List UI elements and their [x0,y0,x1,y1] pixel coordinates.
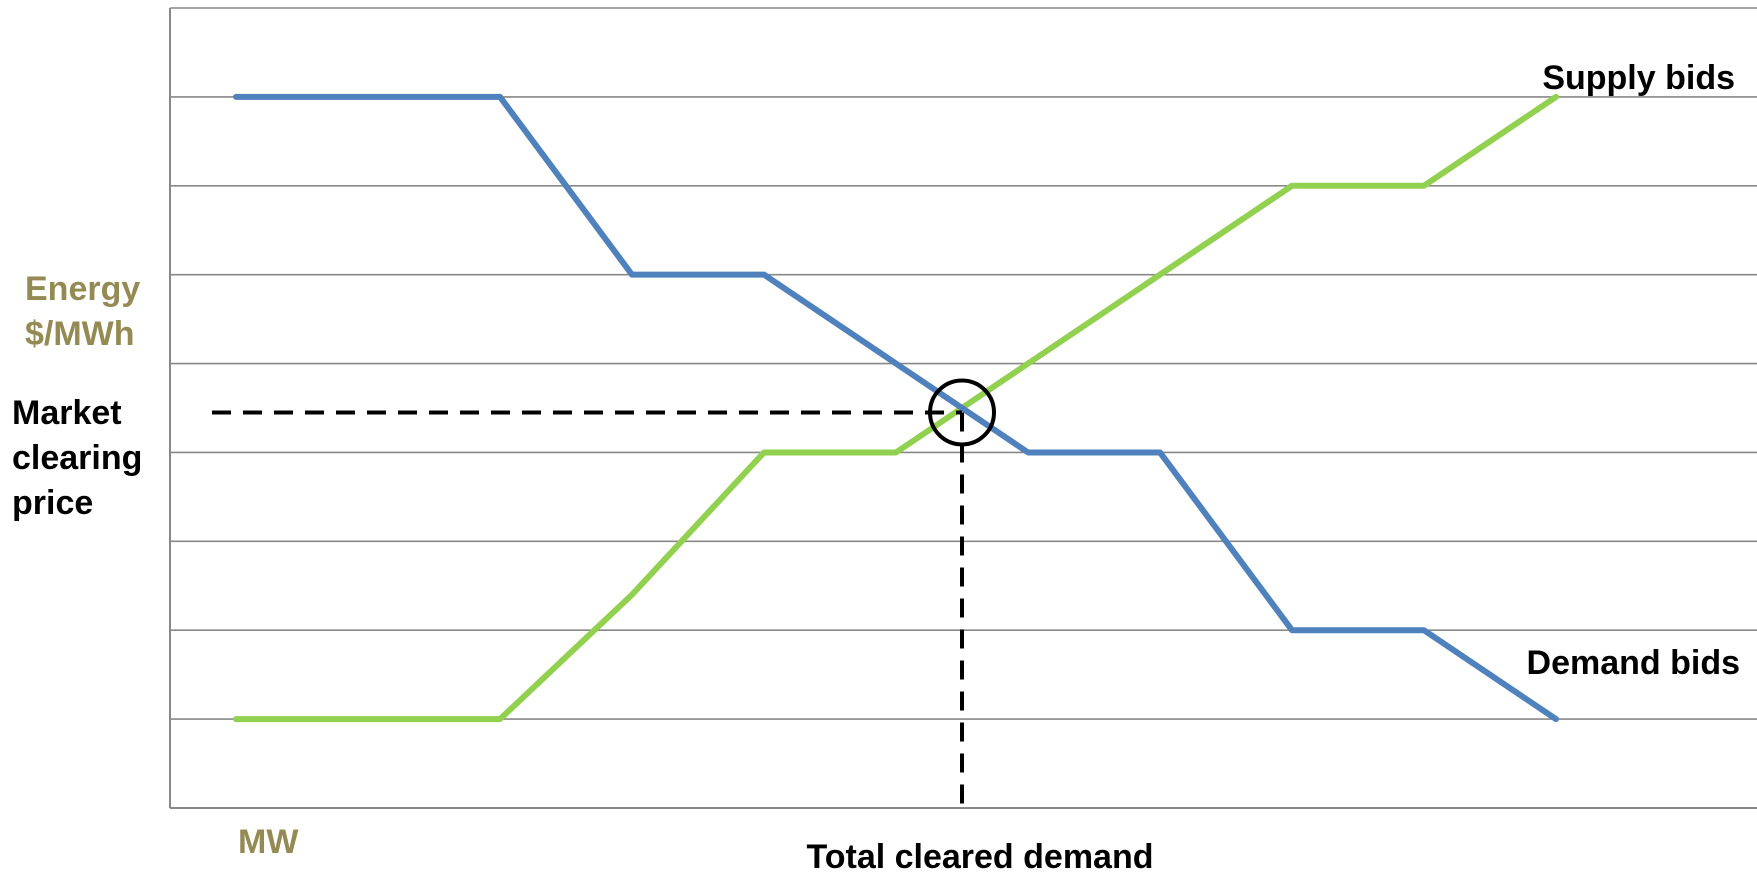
y-axis-label-line-2: $/MWh [25,315,135,353]
clearing-price-label-line-2: clearing [12,439,142,477]
clearing-price-label-line-1: Market [12,394,122,432]
series-label-demand: Demand bids [1527,644,1740,682]
series-line-supply [233,93,1559,723]
cleared-demand-label: Total cleared demand [806,838,1153,873]
series-label-supply: Supply bids [1542,59,1735,97]
series-layer [233,93,1559,723]
series-line-demand [233,93,1559,723]
clearing-price-label-line-3: price [12,484,93,522]
x-axis-label: MW [238,823,299,861]
intersection-circle [928,378,996,447]
y-axis-label-line-1: Energy [25,270,140,308]
